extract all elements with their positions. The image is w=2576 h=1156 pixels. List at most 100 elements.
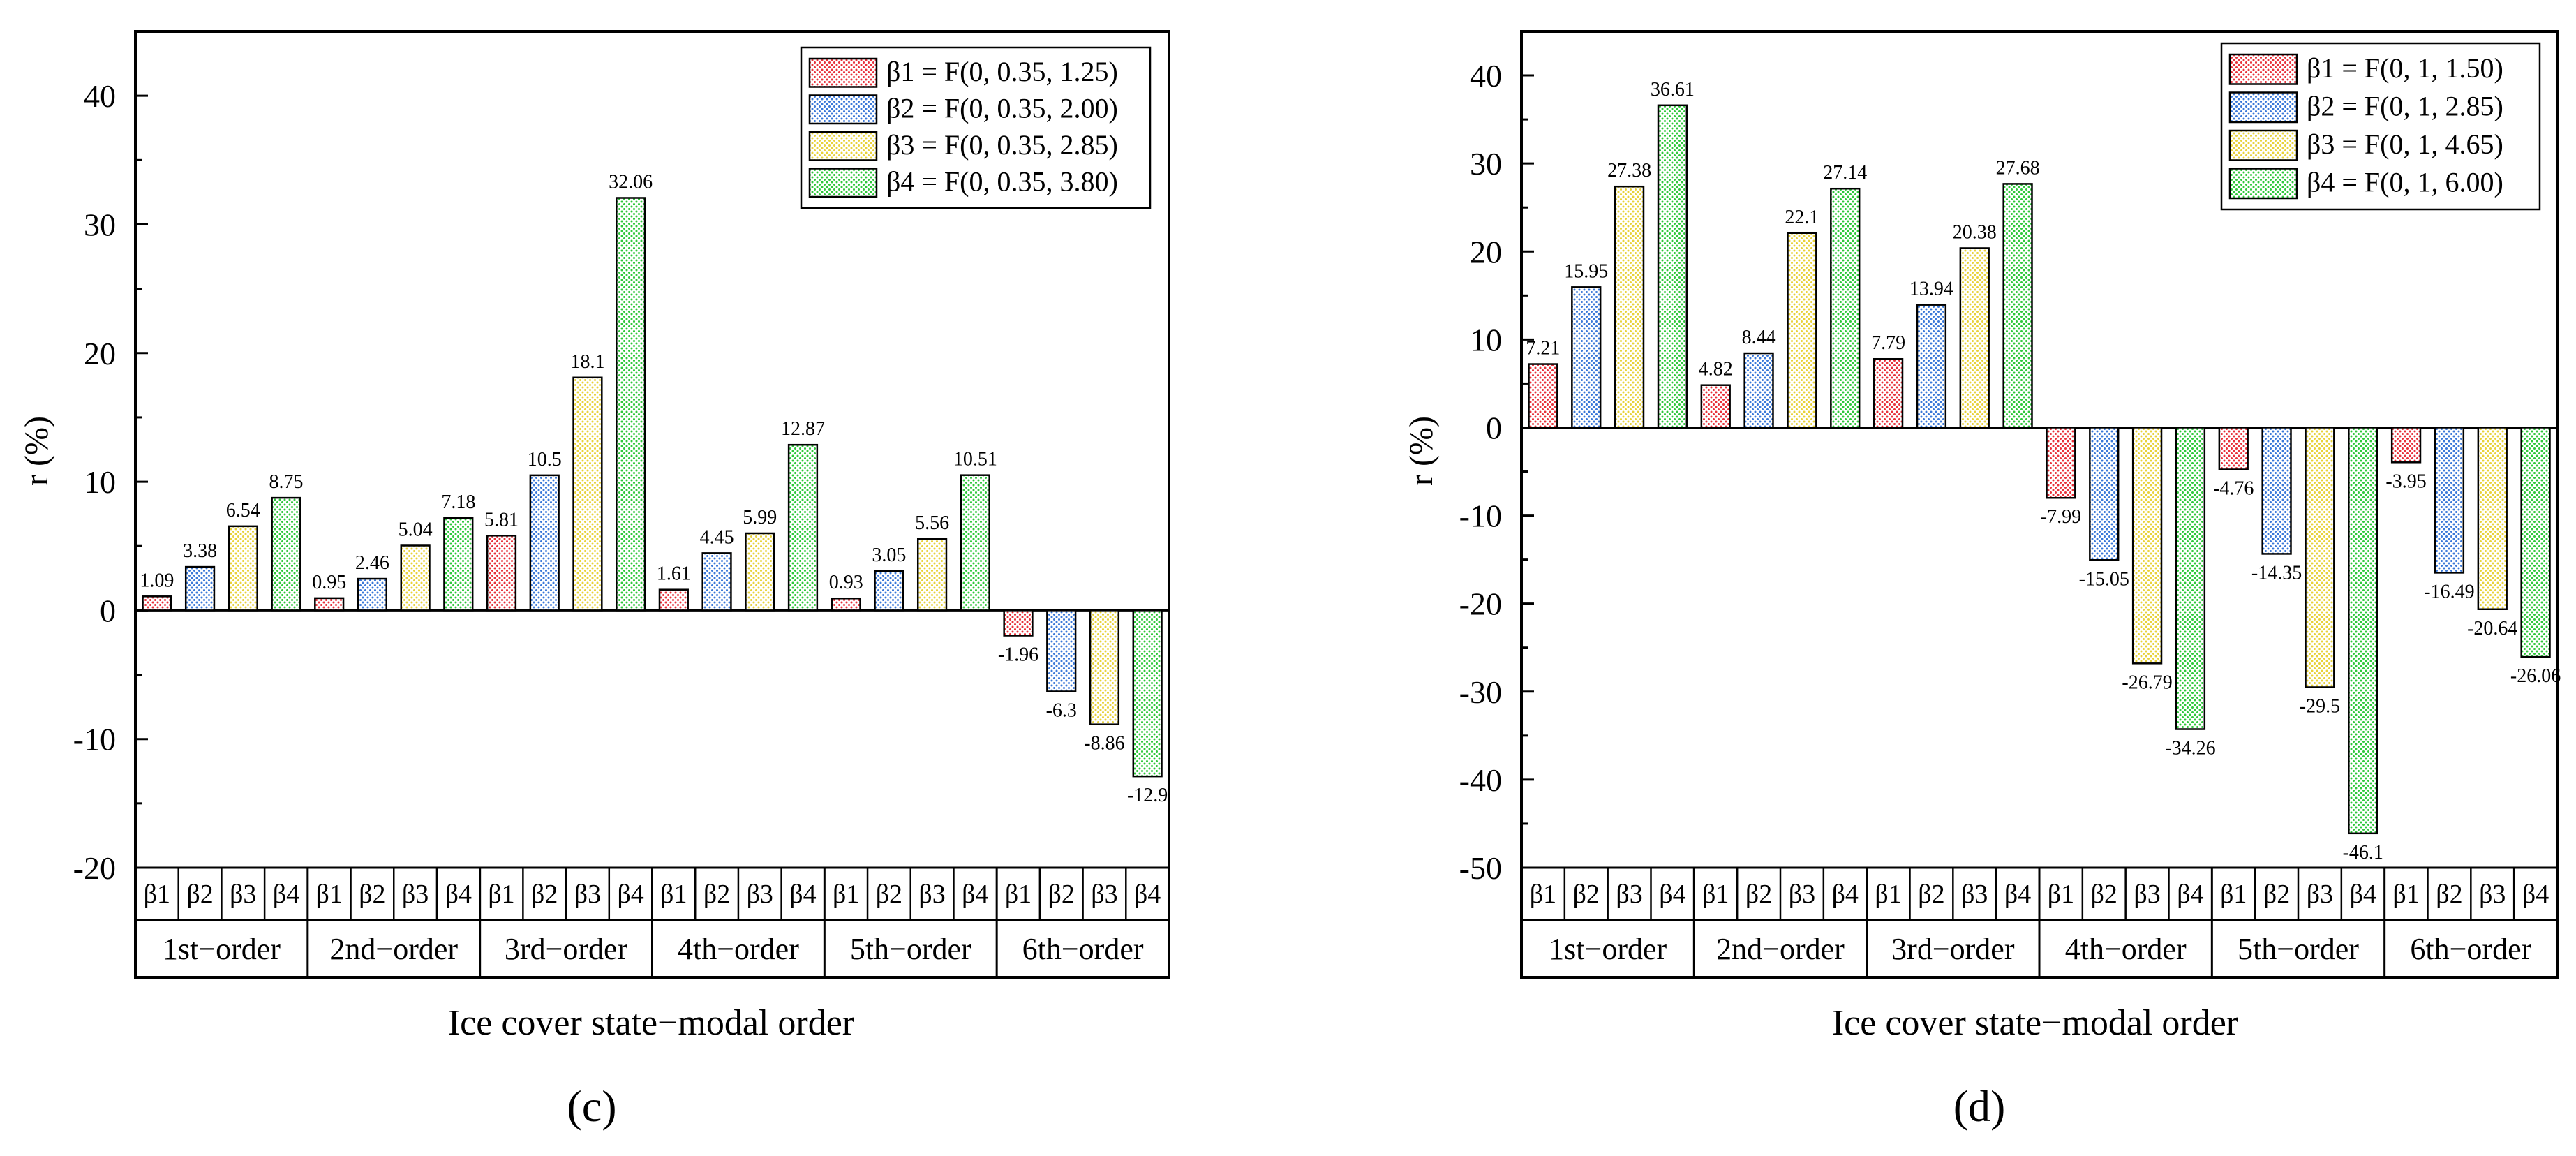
panel-label: (d) [1953,1081,2006,1131]
bar [1046,609,1077,692]
bar [616,197,646,612]
y-axis-label: r (%) [1403,416,1440,486]
legend-swatch [2228,129,2298,161]
legend-swatch [808,168,878,198]
bar [1959,247,1990,429]
sub-label: β1 [1530,880,1556,909]
sub-label: β1 [1875,880,1901,909]
y-tick-label: 20 [1470,234,1502,269]
legend-swatch [2228,53,2298,85]
bar [1614,185,1645,429]
data-label: -8.86 [1084,733,1124,755]
category-label: 5th−order [2238,932,2359,966]
sub-label: β2 [703,880,730,909]
bar [572,376,603,612]
data-label: 7.18 [441,491,475,513]
bar [2520,427,2551,658]
y-tick-label: 0 [1486,410,1502,445]
sub-label: β2 [359,880,385,909]
sub-label: β4 [1832,880,1859,909]
data-label: 5.04 [399,519,433,540]
series-1: 7.21 4.82 7.79 -7.99 -4.76 -3.95 [1526,332,2426,528]
bar [1830,187,1861,429]
sub-label: β1 [316,880,343,909]
data-label: 27.38 [1607,160,1651,181]
sub-label: β2 [2263,880,2290,909]
bar [1700,384,1731,429]
data-label: 0.95 [312,572,346,593]
bar [2175,427,2206,730]
bar [357,577,388,612]
data-label: -3.95 [2385,470,2426,492]
x-axis-label: Ice cover state−modal order [1832,1003,2238,1043]
category-label: 3rd−order [1891,932,2015,966]
bar [1528,363,1558,429]
sub-label: β2 [531,880,558,909]
bar [1787,232,1817,429]
sub-label: β3 [1961,880,1988,909]
legend-label: β4 = F(0, 0.35, 3.80) [886,165,1118,197]
data-label: 5.99 [743,507,777,528]
bar [1916,304,1947,429]
data-label: -6.3 [1046,699,1077,721]
sub-label: β2 [1745,880,1772,909]
chart-panel-c: r (%) Ice cover state−modal order (c) β1… [18,30,1170,1131]
bar [1571,286,1602,429]
data-label: 6.54 [226,500,260,521]
bar [2305,427,2335,688]
category-label: 2nd−order [1716,932,1845,966]
data-label: 7.21 [1526,338,1560,360]
sub-label: β4 [2350,880,2376,909]
sub-label: β3 [402,880,429,909]
sub-label: β2 [1573,880,1600,909]
x-axis-label: Ice cover state−modal order [448,1003,854,1043]
sub-label: β2 [2436,880,2462,909]
data-label: -15.05 [2079,568,2129,590]
sub-label: β3 [2479,880,2506,909]
data-label: 32.06 [609,171,653,193]
data-label: -46.1 [2343,842,2383,864]
series-4: 8.75 7.18 32.06 12.87 10.51 -12.9 [269,171,1168,806]
sub-label: β4 [273,880,299,909]
data-label: 8.44 [1742,327,1776,348]
data-label: 12.87 [781,418,825,440]
bar [2477,427,2508,611]
data-label: 0.93 [829,572,863,593]
sub-label: β2 [1918,880,1944,909]
sub-label: β3 [918,880,945,909]
data-label: 27.68 [1996,157,2040,179]
data-label: 2.46 [355,552,389,574]
chart-panel-d: r (%) Ice cover state−modal order (d) β1… [1403,30,2561,1131]
y-tick-label: 30 [84,207,116,242]
legend-swatch [2228,91,2298,124]
sub-label: β2 [186,880,213,909]
sub-label: β1 [488,880,514,909]
y-tick-label: 40 [84,78,116,114]
data-label: 13.94 [1909,279,1953,300]
y-tick-label: 40 [1470,58,1502,94]
data-label: 5.56 [915,512,949,534]
sub-label: β1 [2220,880,2247,909]
bar [1873,357,1904,429]
sub-label: β1 [2048,880,2074,909]
sub-label: β4 [2177,880,2203,909]
data-label: -14.35 [2251,562,2302,584]
series-2: 15.95 8.44 13.94 -15.05 -14.35 -16.49 [1564,260,2474,602]
data-label: 15.95 [1564,260,1608,282]
y-tick-label: 20 [84,336,116,371]
bar [1089,609,1120,725]
sub-label: β2 [2091,880,2117,909]
y-tick-label: -40 [1459,762,1502,798]
data-label: -34.26 [2165,738,2215,759]
bar [184,565,216,612]
sub-label: β3 [230,880,256,909]
sub-label: β3 [2307,880,2333,909]
data-label: 5.81 [484,509,519,531]
sub-label: β4 [1134,880,1161,909]
bar [2434,427,2465,574]
data-label: 10.51 [953,449,997,470]
sub-label: β1 [144,880,170,909]
bar [271,496,301,612]
y-tick-label: -30 [1459,674,1502,710]
series-2: 3.38 2.46 10.5 4.45 3.05 -6.3 [183,449,1077,722]
